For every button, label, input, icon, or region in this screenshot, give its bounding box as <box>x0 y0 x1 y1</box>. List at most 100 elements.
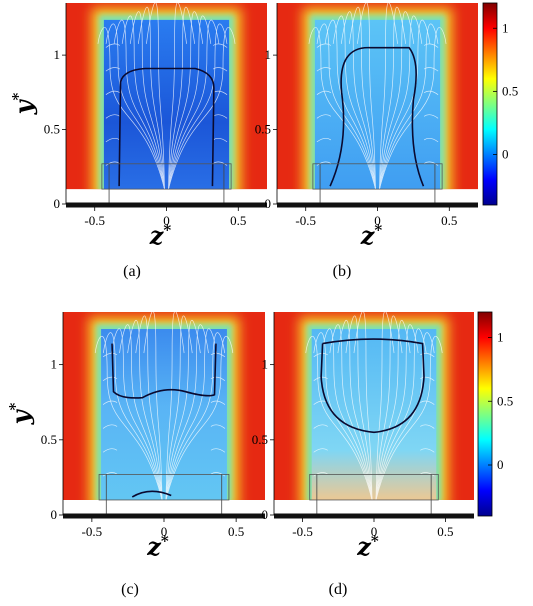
streamline <box>357 3 376 190</box>
zero-velocity-contour <box>118 67 215 187</box>
streamline <box>212 67 228 72</box>
measurement-window <box>98 473 230 501</box>
velocity-field <box>274 312 474 500</box>
streamline <box>165 324 209 500</box>
streamline <box>210 400 226 405</box>
streamline <box>316 43 332 48</box>
streamline <box>375 328 427 500</box>
streamline <box>168 11 204 190</box>
colorbar-top-tick-label: 0 <box>502 147 509 162</box>
streamline <box>105 114 121 119</box>
streamline <box>316 90 332 95</box>
x-tick-label: 0 <box>161 524 168 539</box>
streamline <box>420 424 435 429</box>
recirculation-region <box>101 329 227 500</box>
streamline <box>316 137 332 143</box>
streamline <box>375 312 395 500</box>
streamlines <box>97 3 236 190</box>
x-tick-label: -0.5 <box>295 213 316 228</box>
streamline <box>423 43 439 48</box>
streamline <box>165 332 226 500</box>
colorbar-bottom-tick-label: 0 <box>497 457 504 472</box>
streamline <box>168 3 187 190</box>
colorbar-bottom-ramp <box>477 311 493 517</box>
y-tick-label: 1 <box>54 47 61 62</box>
streamline <box>423 114 439 119</box>
x-tick-label: 0.5 <box>228 524 244 539</box>
streamlines <box>308 3 447 190</box>
streamline <box>337 320 373 500</box>
panel-caption: (d) <box>329 581 348 598</box>
y-tick-label: 1 <box>51 357 58 372</box>
y-axis-label-sup: * <box>9 92 27 100</box>
streamline <box>105 43 121 48</box>
y-tick-label: 0 <box>262 507 269 522</box>
streamline <box>102 332 163 500</box>
x-axis-label-sup: * <box>163 221 171 239</box>
contour-path <box>118 67 215 187</box>
x-tick-label: 0 <box>371 524 378 539</box>
y-axis-label: y* <box>6 402 35 425</box>
streamline <box>420 352 435 358</box>
y-tick-label: 0 <box>51 507 58 522</box>
streamline <box>111 328 163 500</box>
streamline <box>102 352 118 358</box>
streamline <box>129 11 165 190</box>
y-tick-label: 0 <box>54 196 61 211</box>
streamline <box>165 328 217 500</box>
streamline <box>420 400 435 405</box>
y-axis-label-sup: * <box>6 402 24 410</box>
streamline <box>105 90 121 95</box>
streamline <box>119 324 163 500</box>
streamline <box>168 15 212 190</box>
streamline <box>308 27 376 190</box>
streamline <box>313 472 328 477</box>
streamline <box>210 472 226 477</box>
streamline <box>127 320 163 500</box>
x-tick-label: 0 <box>374 213 381 228</box>
streamline <box>143 312 163 500</box>
y-tick-label: 0.5 <box>255 122 271 137</box>
streamline <box>423 137 439 143</box>
streamline <box>379 15 423 190</box>
streamline <box>165 312 185 500</box>
streamline <box>375 332 435 500</box>
colorbar-bottom-tick-label: 1 <box>497 330 504 345</box>
colorbar-top-tick-label: 1 <box>502 20 509 35</box>
colorbar-bottom-tick-label: 0.5 <box>497 393 513 408</box>
streamline <box>165 315 193 500</box>
x-tick-label: -0.5 <box>84 213 105 228</box>
panel-d: -0.5 0 0.5 0 0.5 1 z* (d) <box>252 312 474 598</box>
streamline <box>165 335 234 500</box>
streamline <box>313 424 328 429</box>
streamline <box>313 448 328 453</box>
streamline <box>168 19 220 190</box>
recirculation-region <box>103 19 230 190</box>
streamline <box>305 335 373 500</box>
colorbar-top: 10.50 <box>482 2 518 206</box>
measurement-window <box>312 163 443 190</box>
panel-caption: (a) <box>123 263 141 280</box>
panel-caption: (b) <box>333 263 352 280</box>
streamline <box>212 161 228 166</box>
y-tick-label: 0 <box>265 196 272 211</box>
zero-velocity-contour <box>320 338 425 434</box>
panel-c: -0.5 0 0.5 0 0.5 1 z* y* (c) <box>6 312 265 598</box>
x-axis-label: z* <box>356 532 379 561</box>
streamline <box>316 114 332 119</box>
streamline <box>379 6 406 190</box>
y-tick-label: 1 <box>262 357 269 372</box>
velocity-field <box>66 3 267 190</box>
streamline <box>379 27 447 190</box>
contour-path <box>329 46 425 187</box>
y-tick-label: 0.5 <box>252 432 268 447</box>
streamline <box>210 376 226 382</box>
recirculation-region <box>311 329 437 500</box>
streamline <box>94 335 163 500</box>
x-tick-label: 0.5 <box>437 524 453 539</box>
x-axis-label-sup: * <box>161 532 169 550</box>
contour-path <box>111 343 217 498</box>
streamline <box>375 320 411 500</box>
streamline <box>210 352 226 358</box>
